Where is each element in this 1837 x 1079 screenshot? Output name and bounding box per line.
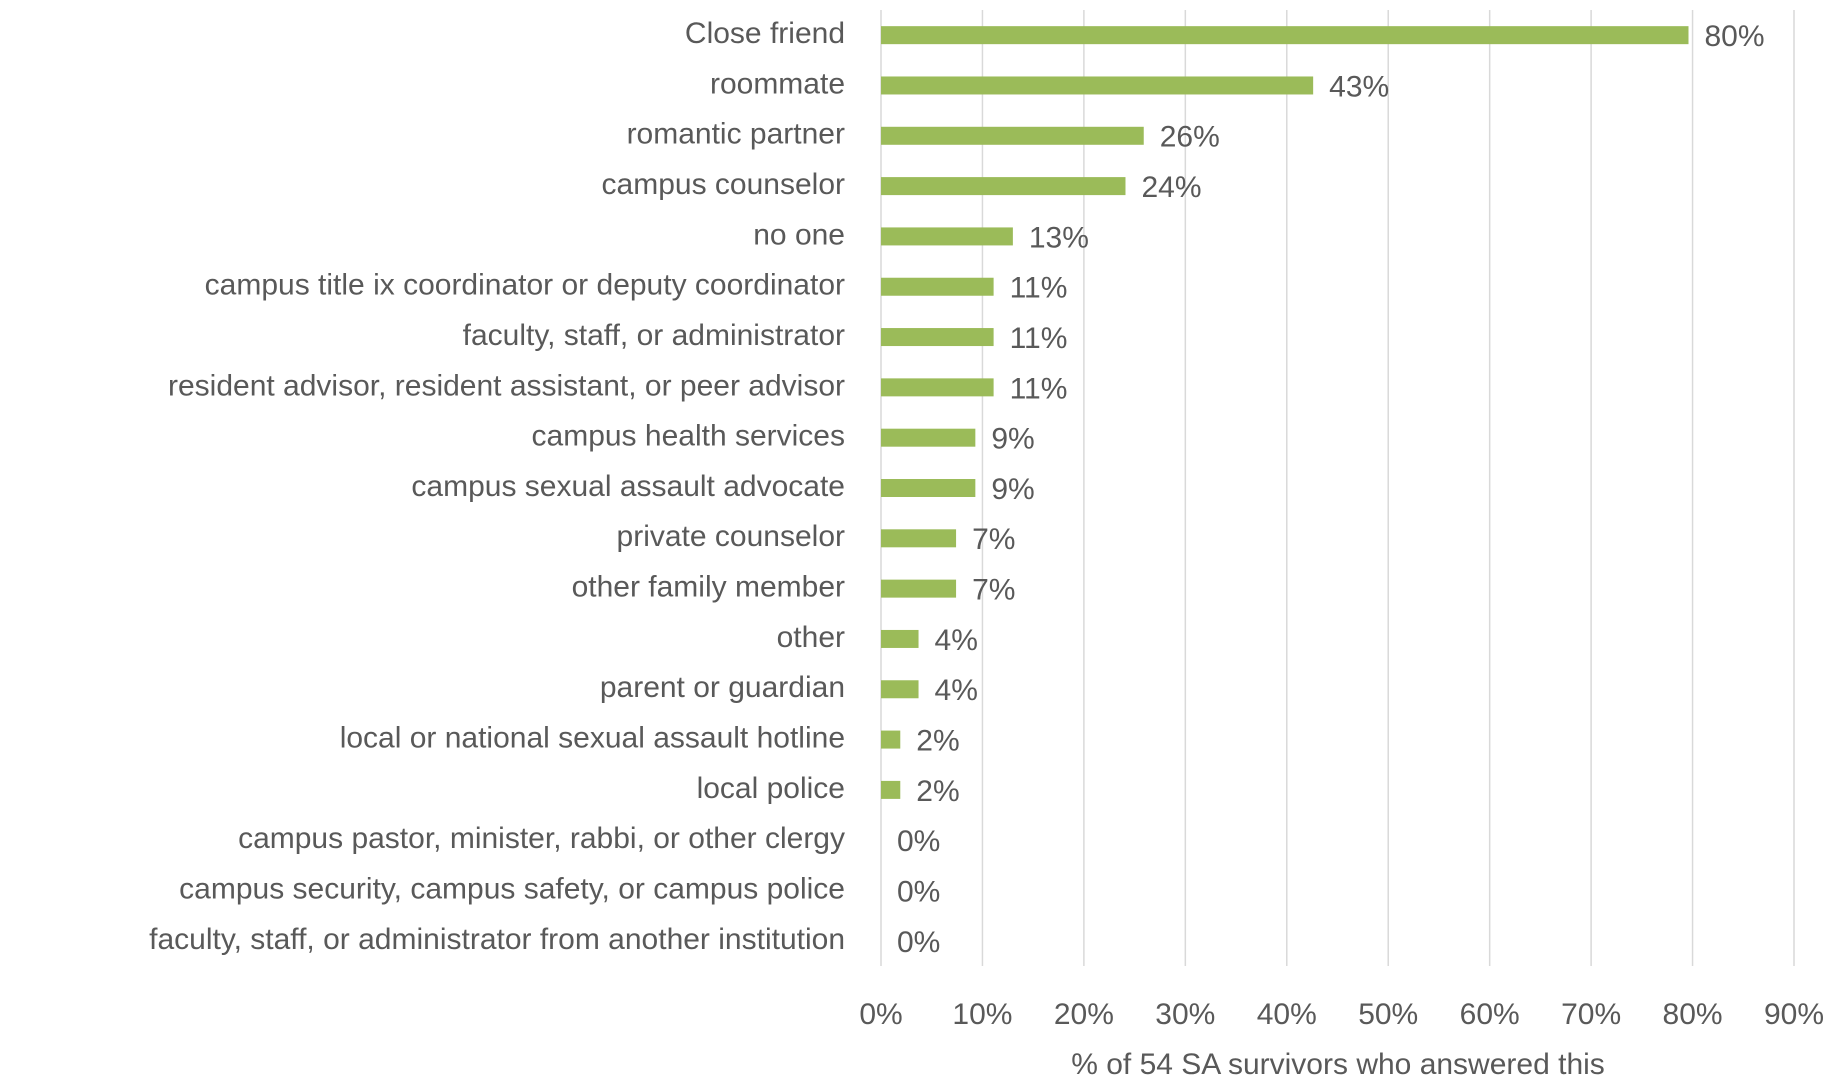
x-tick-label: 0%: [859, 998, 902, 1031]
y-tick-label: other: [777, 621, 845, 654]
x-tick-label: 40%: [1257, 998, 1317, 1031]
y-tick-label: campus sexual assault advocate: [411, 470, 845, 503]
bar: [881, 479, 976, 497]
bar: [881, 277, 994, 296]
data-label: 11%: [1010, 322, 1068, 355]
x-tick-label: 60%: [1460, 998, 1520, 1031]
y-tick-label: campus counselor: [602, 168, 845, 201]
bar: [881, 227, 1013, 246]
data-label: 2%: [916, 725, 959, 758]
y-tick-label: roommate: [710, 67, 845, 100]
data-label: 0%: [897, 926, 940, 959]
data-label: 9%: [991, 473, 1034, 506]
y-tick-label: other family member: [572, 571, 845, 604]
data-label: 11%: [1010, 272, 1068, 305]
bar: [881, 328, 994, 347]
data-label: 4%: [935, 624, 978, 657]
y-tick-label: romantic partner: [627, 118, 845, 151]
y-tick-label: campus security, campus safety, or campu…: [179, 872, 845, 905]
y-tick-label: faculty, staff, or administrator: [463, 319, 845, 352]
y-tick-label: no one: [753, 218, 845, 251]
bar: [881, 579, 957, 598]
x-tick-label: 80%: [1663, 998, 1723, 1031]
y-tick-label: private counselor: [617, 520, 845, 553]
bar: [881, 76, 1314, 95]
y-tick-label: campus health services: [532, 420, 845, 453]
bar: [881, 730, 901, 749]
data-label: 0%: [897, 875, 940, 908]
bar: [881, 126, 1144, 145]
bar: [881, 26, 1689, 45]
data-label: 9%: [991, 423, 1034, 456]
x-tick-label: 90%: [1764, 998, 1824, 1031]
y-tick-label: local or national sexual assault hotline: [340, 722, 845, 755]
bar: [881, 629, 919, 648]
data-label: 26%: [1160, 121, 1220, 154]
data-label: 80%: [1704, 20, 1764, 53]
bar: [881, 529, 957, 548]
x-axis-title: % of 54 SA survivors who answered this: [1071, 1048, 1605, 1079]
y-tick-label: Close friend: [685, 17, 845, 50]
bar: [881, 177, 1126, 196]
data-label: 4%: [935, 674, 978, 707]
data-label: 7%: [972, 523, 1015, 556]
bar: [881, 378, 994, 397]
x-tick-label: 50%: [1358, 998, 1418, 1031]
y-tick-label: resident advisor, resident assistant, or…: [168, 369, 845, 402]
y-tick-label: campus pastor, minister, rabbi, or other…: [238, 822, 845, 855]
y-tick-label: faculty, staff, or administrator from an…: [149, 923, 845, 956]
data-label: 2%: [916, 775, 959, 808]
data-label: 7%: [972, 574, 1015, 607]
x-tick-label: 20%: [1054, 998, 1114, 1031]
y-tick-label: parent or guardian: [600, 671, 845, 704]
data-label: 13%: [1029, 221, 1089, 254]
bar: [881, 428, 976, 447]
data-label: 24%: [1141, 171, 1201, 204]
x-tick-label: 10%: [952, 998, 1012, 1031]
x-tick-label: 70%: [1561, 998, 1621, 1031]
data-label: 43%: [1329, 70, 1389, 103]
y-tick-label: campus title ix coordinator or deputy co…: [205, 269, 845, 302]
x-tick-label: 30%: [1155, 998, 1215, 1031]
data-label: 11%: [1010, 372, 1068, 405]
y-tick-label: local police: [697, 772, 845, 805]
data-label: 0%: [897, 825, 940, 858]
bar: [881, 680, 919, 699]
bar: [881, 780, 901, 799]
